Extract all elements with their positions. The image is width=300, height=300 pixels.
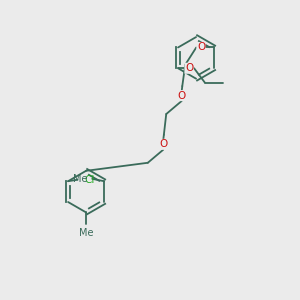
Text: Me: Me <box>79 228 93 238</box>
Text: O: O <box>159 140 167 149</box>
Text: Cl: Cl <box>84 175 95 185</box>
Text: O: O <box>185 63 193 73</box>
Text: O: O <box>178 91 186 100</box>
Text: O: O <box>197 43 205 52</box>
Text: Me: Me <box>73 174 87 184</box>
